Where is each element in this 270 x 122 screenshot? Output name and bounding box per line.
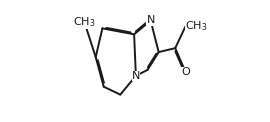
- Text: CH$_3$: CH$_3$: [185, 20, 208, 33]
- Text: CH$_3$: CH$_3$: [73, 15, 96, 29]
- Text: O: O: [181, 67, 190, 77]
- Text: N: N: [146, 15, 155, 25]
- Text: N: N: [132, 71, 140, 81]
